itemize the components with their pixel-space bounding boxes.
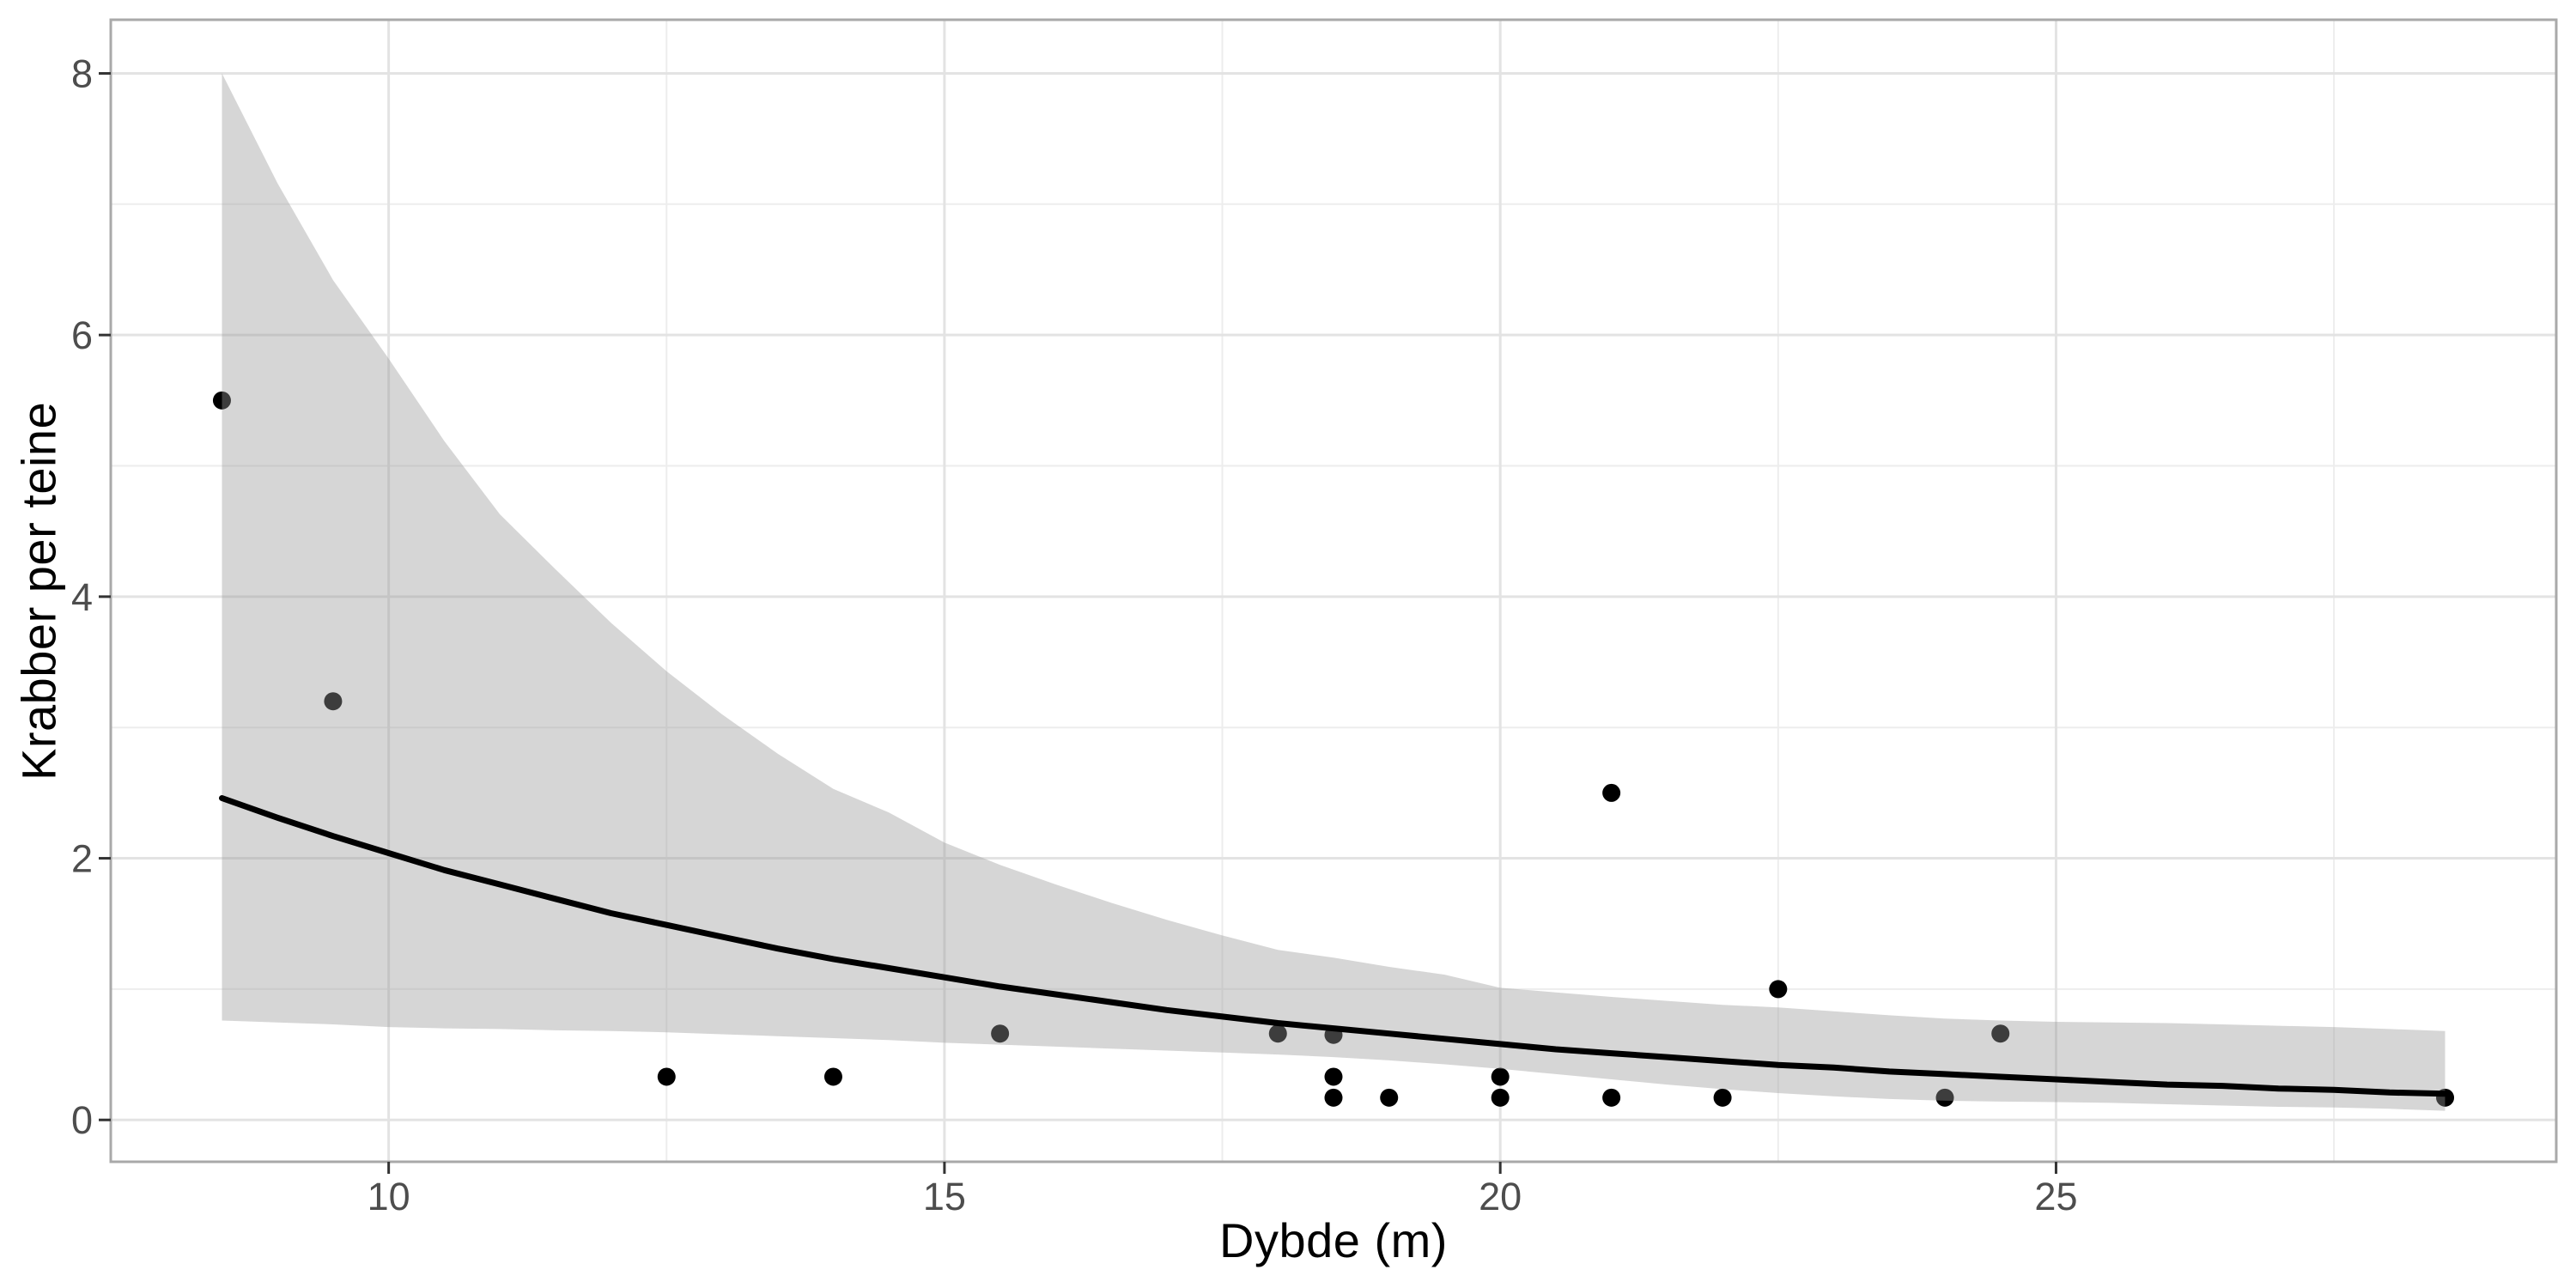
y-axis-title: Krabber per teine bbox=[11, 401, 66, 781]
data-point bbox=[1935, 1088, 1954, 1107]
data-point bbox=[1380, 1088, 1399, 1107]
data-point bbox=[1491, 1088, 1510, 1107]
x-tick-label: 10 bbox=[368, 1175, 410, 1218]
x-tick-label: 15 bbox=[923, 1175, 966, 1218]
data-point bbox=[1991, 1024, 2010, 1043]
data-point bbox=[1713, 1088, 1732, 1107]
data-point bbox=[1602, 783, 1621, 802]
panel-background bbox=[111, 20, 2556, 1162]
x-tick-labels: 10 15 20 25 bbox=[368, 1175, 2078, 1218]
data-point bbox=[823, 1067, 842, 1086]
data-point bbox=[324, 692, 343, 711]
minor-gridlines bbox=[111, 20, 2556, 1162]
y-tick-label: 2 bbox=[71, 837, 93, 881]
y-tick-label: 0 bbox=[71, 1098, 93, 1142]
y-tick-label: 8 bbox=[71, 52, 93, 95]
data-point bbox=[1324, 1067, 1343, 1086]
panel-border bbox=[109, 18, 2558, 1163]
data-point bbox=[657, 1067, 676, 1086]
x-tick-label: 25 bbox=[2034, 1175, 2077, 1218]
data-point bbox=[1769, 980, 1788, 999]
data-point bbox=[1491, 1067, 1510, 1086]
y-tick-label: 6 bbox=[71, 313, 93, 357]
data-point bbox=[212, 391, 231, 410]
y-tick-label: 4 bbox=[71, 575, 93, 619]
major-gridlines bbox=[111, 20, 2556, 1162]
x-axis-title: Dybde (m) bbox=[1219, 1213, 1448, 1267]
confidence-ribbon bbox=[222, 73, 2445, 1111]
tick-marks bbox=[99, 71, 2057, 1174]
data-point bbox=[1324, 1088, 1343, 1107]
trend-line bbox=[219, 795, 2448, 1097]
data-point bbox=[991, 1024, 1010, 1043]
y-tick-labels: 0 2 4 6 8 bbox=[71, 52, 93, 1142]
data-point bbox=[1602, 1088, 1621, 1107]
x-tick-label: 20 bbox=[1479, 1175, 1522, 1218]
data-point bbox=[1268, 1024, 1287, 1043]
